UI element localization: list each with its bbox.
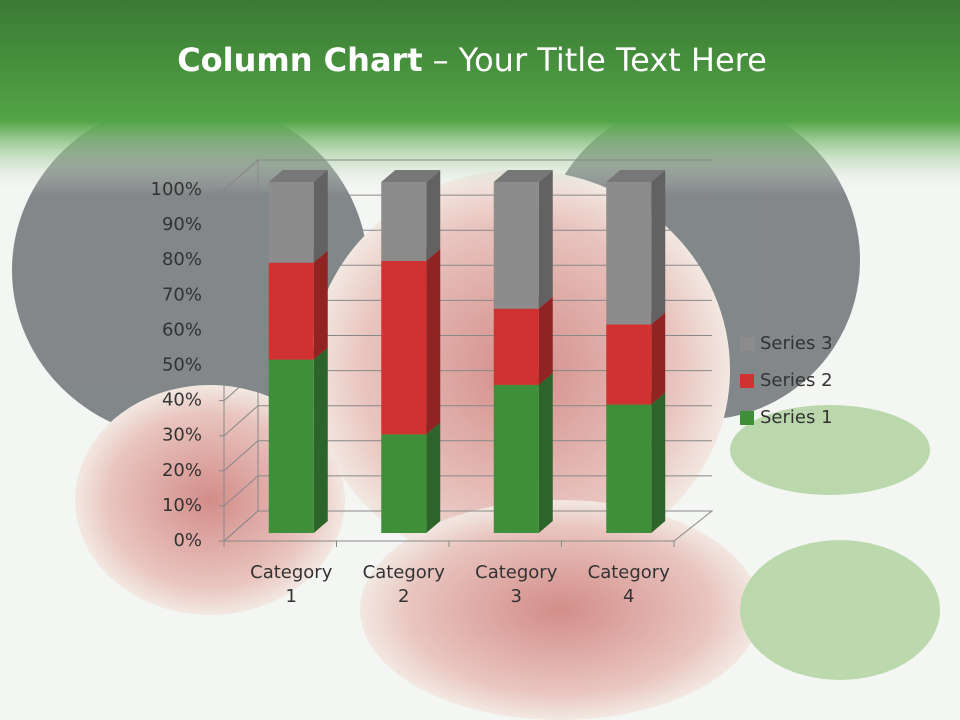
y-tick-label: 20% [162, 460, 202, 481]
x-tick-label: Category 1 [250, 562, 333, 607]
y-tick-label: 80% [162, 249, 202, 270]
bar [268, 359, 314, 533]
plot: 0% 10% 20% 30% 40% 50% 60% 70% 80% 90% 100% Series … [151, 158, 833, 551]
legend-label: Series 1 [760, 407, 833, 428]
grid-line [223, 299, 712, 331]
grid-line [223, 440, 712, 472]
grid-line [223, 229, 712, 261]
bar [381, 434, 427, 533]
bar [268, 262, 314, 360]
y-tick-label: 30% [162, 425, 202, 446]
bar-side [313, 250, 328, 360]
y-tick-label: 40% [162, 390, 202, 411]
grid-line [223, 194, 712, 226]
bar [606, 182, 652, 325]
header-band [0, 0, 960, 195]
bar [381, 182, 427, 261]
bar-side [426, 170, 441, 261]
y-tick-label: 90% [162, 214, 202, 235]
bar-side [651, 170, 666, 325]
bar-top [381, 170, 441, 182]
y-tick-label: 100% [151, 179, 202, 200]
bar-side [426, 248, 441, 435]
bar [268, 182, 314, 263]
bar-side [538, 372, 553, 533]
bar-side [313, 347, 328, 533]
bar-side [651, 312, 666, 405]
bar-top [268, 170, 328, 182]
y-tick-label: 50% [162, 355, 202, 376]
y-tick-label: 0% [173, 530, 202, 551]
y-tick-label: 60% [162, 319, 202, 340]
legend-swatch [740, 337, 754, 351]
bar [493, 308, 539, 385]
bar-top [493, 170, 553, 182]
y-tick-label: 10% [162, 495, 202, 516]
bar-side [313, 170, 328, 263]
grid-line [223, 335, 712, 366]
grid-line [223, 405, 712, 437]
bar [493, 384, 539, 533]
legend-swatch [740, 374, 754, 388]
bar [493, 182, 539, 309]
legend-label: Series 3 [760, 333, 833, 354]
grid-line [223, 370, 712, 401]
bar-top [606, 170, 666, 182]
bar-side [651, 392, 666, 533]
bar [381, 260, 427, 435]
bar-side [538, 296, 553, 385]
y-tick-label: 70% [162, 284, 202, 305]
x-tick-label: Category 4 [587, 562, 670, 607]
grid-line [223, 475, 712, 507]
x-tick-label: Category 2 [362, 562, 445, 607]
legend-label: Series 2 [760, 370, 833, 391]
bar-side [538, 170, 553, 309]
title-bold: Column Chart [177, 41, 422, 79]
grid-line [223, 510, 712, 542]
bar-side [426, 422, 441, 533]
bar [606, 324, 652, 405]
grid-line [223, 159, 712, 191]
title-rest: – Your Title Text Here [433, 41, 767, 79]
slide-title: Column Chart – Your Title Text Here [177, 41, 767, 79]
bar [606, 404, 652, 533]
grid-line [223, 264, 712, 296]
legend-swatch [740, 411, 754, 425]
x-tick-label: Category 3 [475, 562, 558, 607]
